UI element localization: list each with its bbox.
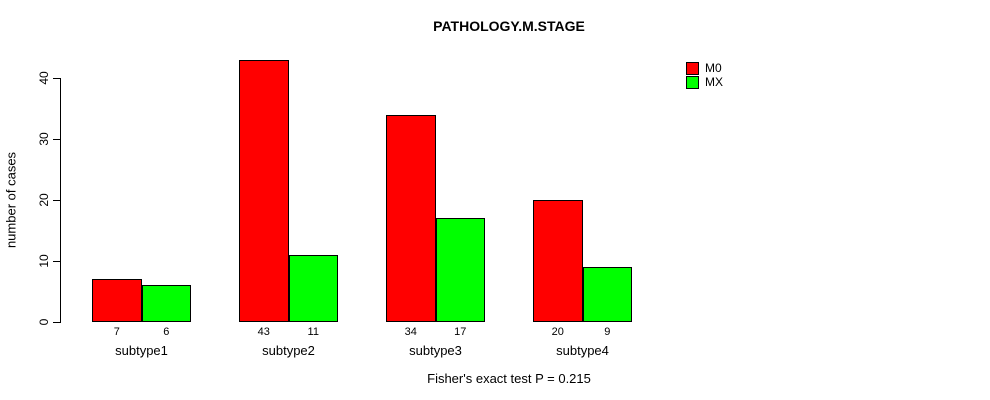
y-tick-mark [53,139,60,140]
bar-m0-subtype3 [386,114,436,322]
category-label-subtype4: subtype4 [556,343,609,358]
legend-swatch-mx [686,75,699,89]
category-label-subtype3: subtype3 [409,343,462,358]
bar-value-label: 9 [604,326,611,338]
caption: Fisher's exact test P = 0.215 [427,371,591,386]
legend-swatch-m0 [686,61,699,75]
y-tick-mark [53,322,60,323]
y-axis-label: number of cases [3,151,19,249]
y-tick-mark [53,78,60,79]
y-tick-label: 20 [37,193,51,207]
y-tick-label: 0 [37,318,51,326]
legend: M0 MX [686,61,723,89]
bar-value-label: 20 [551,326,564,338]
bar-mx-subtype2 [288,254,338,322]
y-tick-mark [53,261,60,262]
bar-m0-subtype1 [92,279,142,322]
y-tick-mark [53,200,60,201]
y-tick-label: 40 [37,71,51,85]
legend-label: MX [705,74,723,89]
bar-m0-subtype2 [239,59,289,322]
chart-title: PATHOLOGY.M.STAGE [433,18,585,34]
bar-value-label: 11 [307,326,319,338]
bar-value-label: 17 [454,326,467,338]
bar-mx-subtype1 [141,285,191,322]
bar-value-label: 7 [113,326,120,338]
bar-m0-subtype4 [533,200,583,322]
legend-item-m0: M0 [686,61,723,75]
bar-mx-subtype4 [582,267,632,322]
bar-value-label: 6 [163,326,170,338]
category-label-subtype1: subtype1 [115,343,168,358]
bar-mx-subtype3 [435,218,485,322]
y-tick-label: 30 [37,132,51,146]
bar-value-label: 43 [257,326,270,338]
legend-label: M0 [705,60,722,75]
category-label-subtype2: subtype2 [262,343,315,358]
bar-value-label: 34 [404,326,417,338]
y-tick-label: 10 [37,254,51,268]
legend-item-mx: MX [686,75,723,89]
y-axis-line [60,78,61,323]
